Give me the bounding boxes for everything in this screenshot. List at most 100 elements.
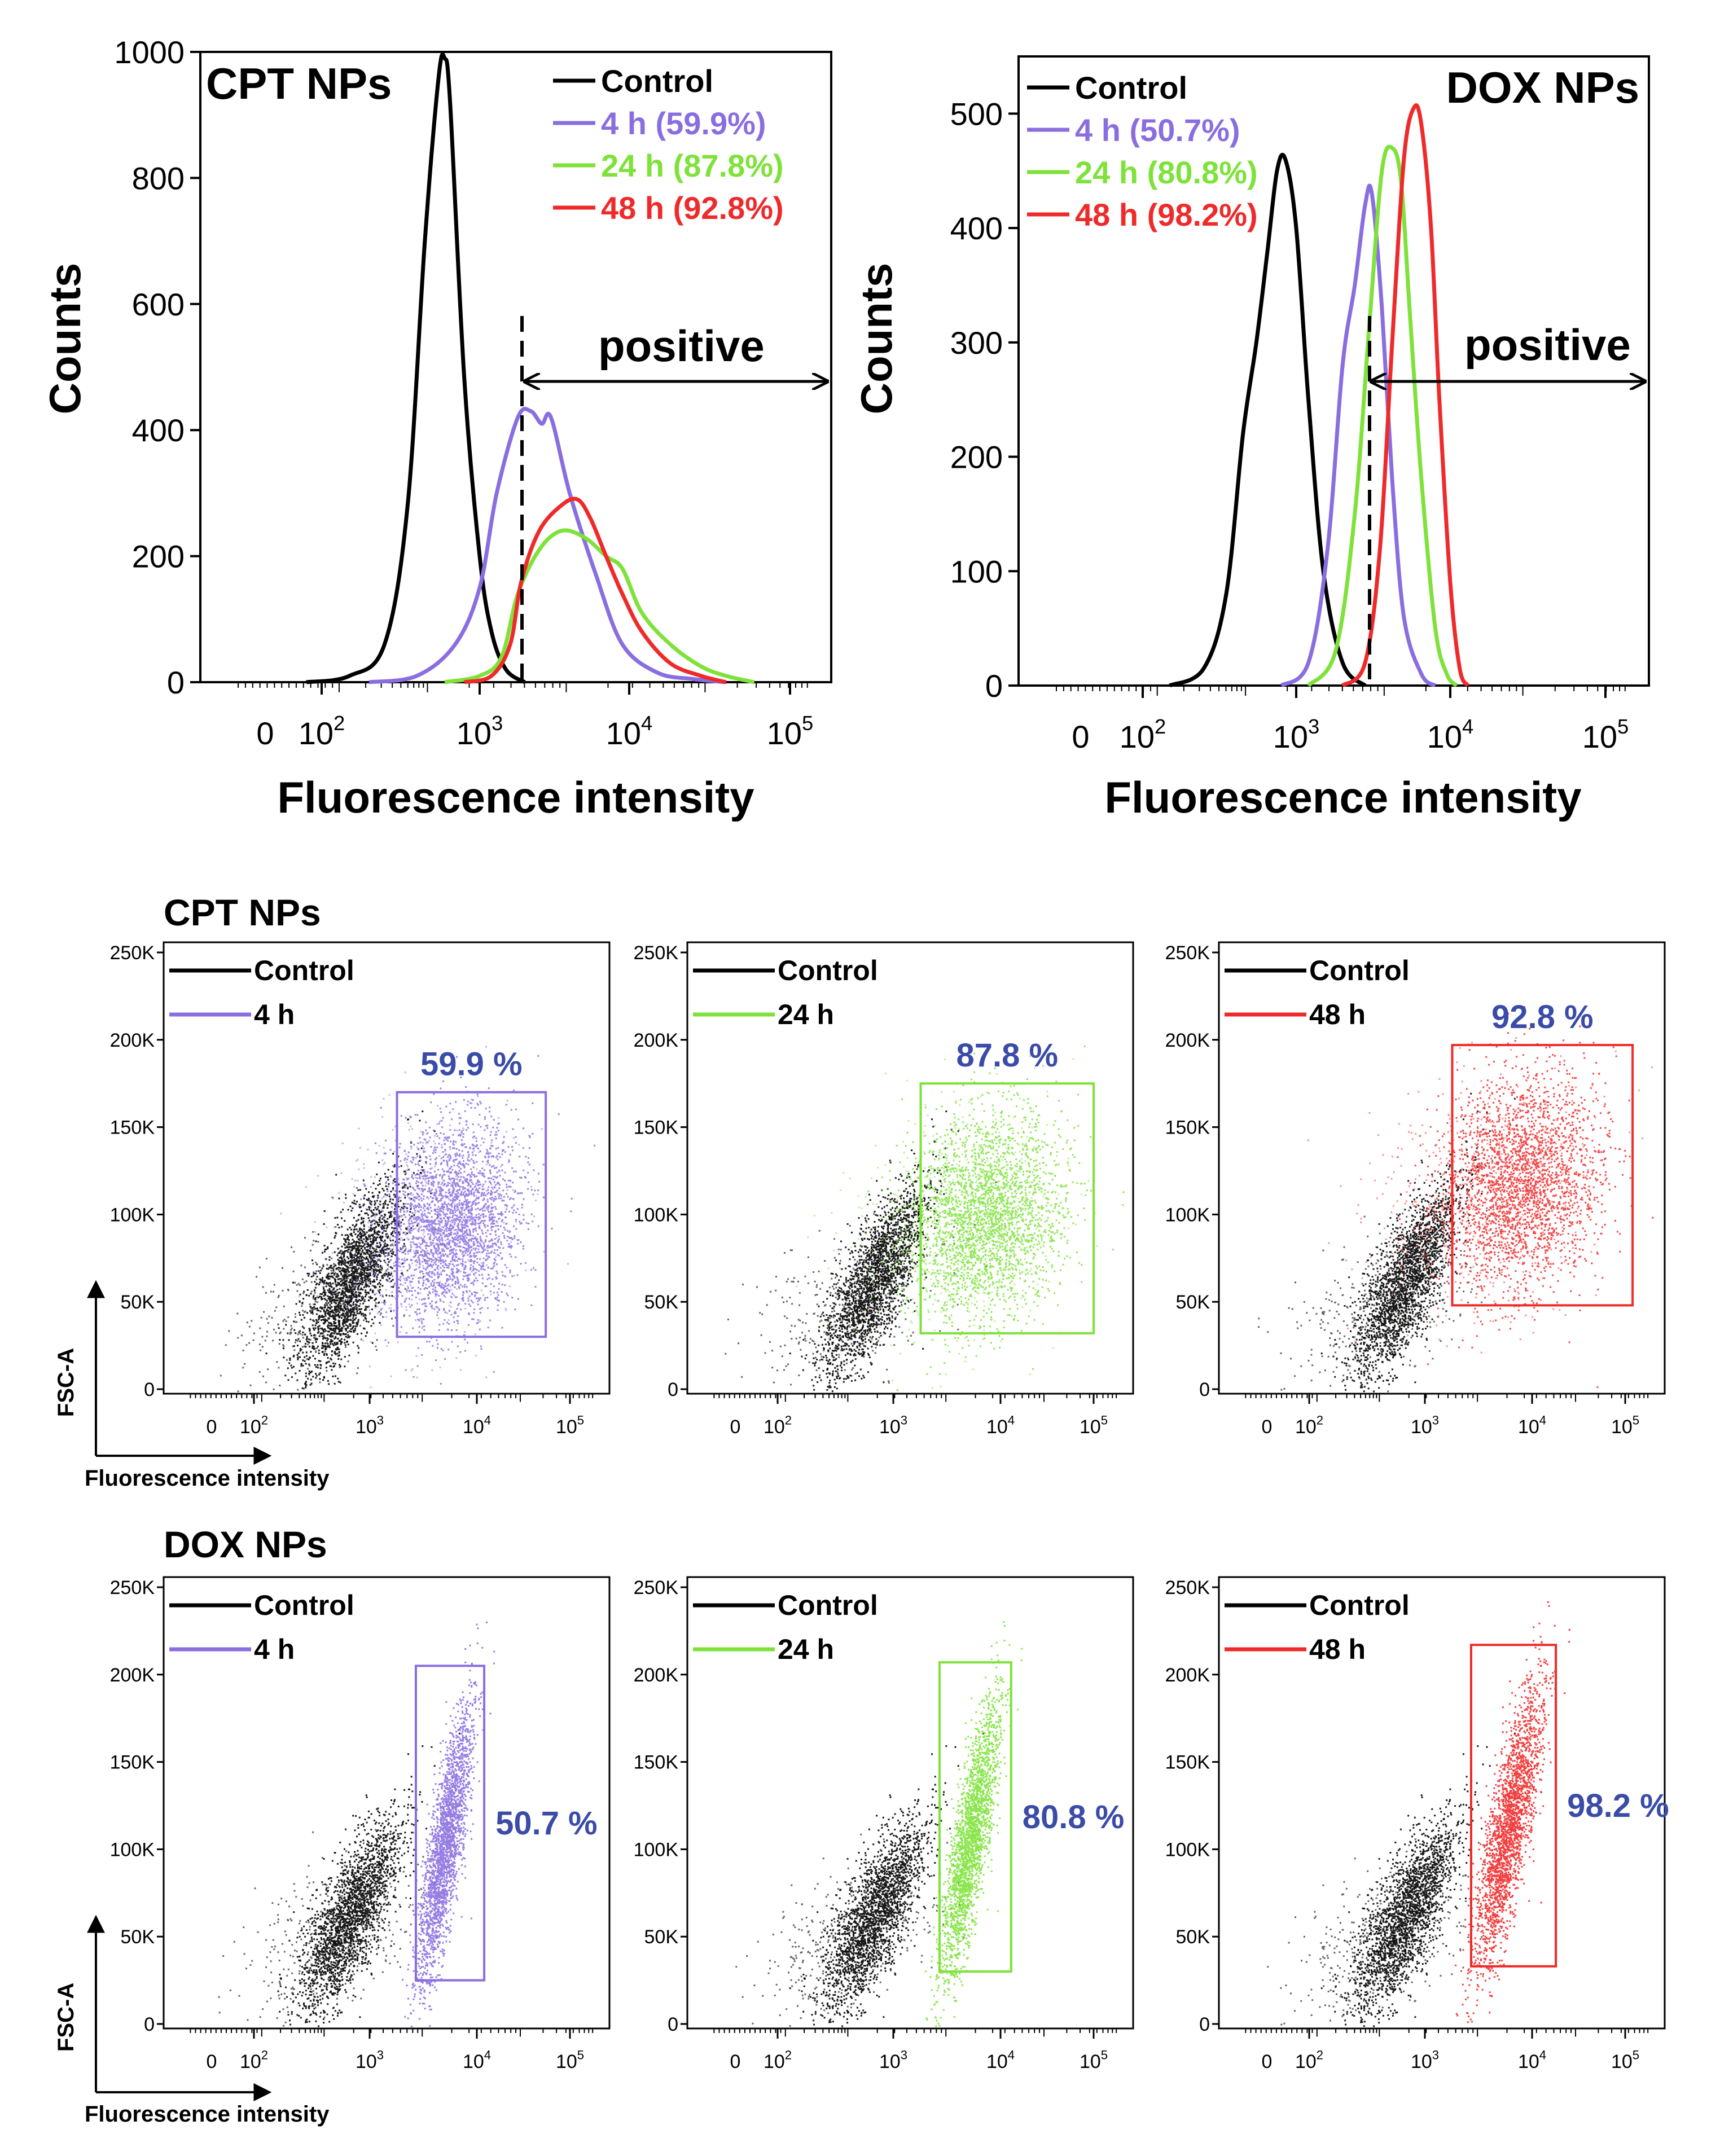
dox-section-title: DOX NPs [164,1523,327,1565]
y-tick-label: 200K [634,1665,679,1686]
legend-entry: 4 h [254,1634,295,1665]
y-tick-label: 250K [634,1577,679,1599]
x-tick-label: 105 [556,2048,584,2072]
y-tick-label: 500 [950,96,1003,131]
scatter-panel-24h: 0 50K 100K 150K 200K 250K 0 102 103 104 105 80.8 % C… [634,1576,1134,2072]
x-tick-label: 102 [1120,715,1166,754]
legend-entry: 4 h (50.7%) [1075,112,1240,148]
gate-box [1451,1044,1634,1307]
gate-percentage: 50.7 % [495,1805,598,1842]
y-tick-label: 0 [1199,2014,1210,2035]
legend: Control 4 h (50.7%) 24 h (80.8%) 48 h (98.2… [1027,70,1258,232]
y-tick-label: 250K [110,1577,155,1599]
legend-entry: 48 h [1309,1634,1366,1665]
gate-box [414,1665,486,1982]
x-tick-label: 103 [356,2048,384,2072]
scatter-points [725,1045,1125,1393]
legend-entry: Control [1309,1589,1410,1621]
legend-entry: Control [254,1589,354,1621]
y-tick-label: 150K [1165,1117,1210,1139]
scatter-panels: 0 50K 100K 150K 200K 250K 0 102 103 104 105 59.9 % C… [110,941,1669,2072]
y-tick-label: 50K [644,1926,679,1948]
gate-percentage: 92.8 % [1491,999,1594,1035]
gate-percentage: 98.2 % [1567,1788,1669,1824]
histogram-cpt: 0 200 400 600 800 1000 0 102 103 104 105 positive… [40,34,832,822]
series-4h-curve [368,407,726,684]
y-axis: 0 100 200 300 400 500 [950,96,1019,704]
x-tick-label: 104 [1518,1413,1546,1438]
x-tick-label: 0 [256,715,274,751]
y-tick-label: 150K [1165,1752,1210,1773]
legend-entry: 48 h (92.8%) [601,190,784,226]
y-tick-label: 200K [1165,1030,1210,1051]
y-tick-label: 50K [644,1292,679,1313]
legend-entry: 4 h (59.9%) [601,106,766,141]
panel-title: DOX NPs [1446,63,1639,112]
scatter-points [1267,1601,1570,2027]
panel-frame [1218,1576,1666,2030]
series-48h-curve [1341,103,1470,687]
x-axis: 0 102 103 104 105 [238,682,813,751]
x-tick-label: 0 [1262,1416,1273,1438]
y-tick-label: 50K [1176,1292,1210,1313]
legend-entry: 24 h [778,999,834,1030]
x-tick-label: 0 [1262,2051,1273,2072]
y-tick-label: 100K [110,1839,155,1860]
x-tick-label: 102 [299,712,345,751]
y-tick-label: 800 [132,160,185,196]
gate-box [919,1082,1095,1334]
gate-box [938,1661,1012,1973]
scatter-points [1258,1006,1654,1393]
scatter-panel-4h: 0 50K 100K 150K 200K 250K 0 102 103 104 105 50.7 % C… [110,1576,611,2072]
y-tick-label: 250K [634,942,679,964]
scatter-points [220,1046,596,1393]
x-tick-label: 0 [207,1416,217,1438]
series-24h-curve [444,528,755,684]
x-tick-label: 102 [240,1413,268,1438]
fluorescence-label: Fluorescence intensity [85,1466,330,1491]
x-tick-label: 103 [879,2048,907,2072]
y-tick-label: 200 [132,539,185,574]
y-tick-label: 50K [121,1926,155,1948]
y-tick-label: 0 [1199,1379,1210,1400]
y-tick-label: 100K [110,1204,155,1226]
x-tick-label: 0 [1072,719,1089,754]
x-tick-label: 102 [764,1413,792,1438]
scatter-panel-4h: 0 50K 100K 150K 200K 250K 0 102 103 104 105 59.9 % C… [110,941,611,1438]
panel-frame [163,941,611,1395]
x-tick-label: 0 [730,1416,741,1438]
y-tick-label: 50K [1176,1926,1210,1948]
x-tick-label: 102 [240,2048,268,2072]
y-tick-label: 100K [1165,1204,1210,1226]
panel-frame [163,1576,611,2030]
y-tick-label: 200 [950,440,1003,475]
legend-entry: Control [254,955,354,986]
legend-entry: Control [1075,70,1187,106]
y-tick-label: 100K [1165,1839,1210,1860]
series-24h-curve [1306,144,1459,687]
x-tick-label: 104 [1427,715,1474,754]
cpt-section-title: CPT NPs [164,892,321,933]
y-tick-label: 200K [110,1030,155,1051]
x-tick-label: 104 [606,712,653,751]
panel-frame [1218,941,1666,1395]
legend: Control 4 h (59.9%) 24 h (87.8%) 48 h (92.8… [553,63,784,226]
panel-frame [686,941,1134,1395]
gate-percentage: 87.8 % [956,1037,1058,1074]
plot-frame [1017,55,1650,687]
y-tick-label: 200K [1165,1665,1210,1686]
series-48h-curve [464,497,727,684]
x-tick-label: 103 [457,712,503,751]
x-tick-label: 105 [1080,2048,1108,2072]
histogram-curves [306,52,755,684]
y-tick-label: 250K [110,942,155,964]
series-control-curve [306,52,526,684]
y-tick-label: 100K [634,1839,679,1860]
gate-box [1469,1644,1557,1968]
y-tick-label: 1000 [114,34,185,70]
series-4h-curve [1280,183,1437,688]
x-tick-label: 105 [767,712,814,751]
legend-entry: Control [601,63,713,99]
